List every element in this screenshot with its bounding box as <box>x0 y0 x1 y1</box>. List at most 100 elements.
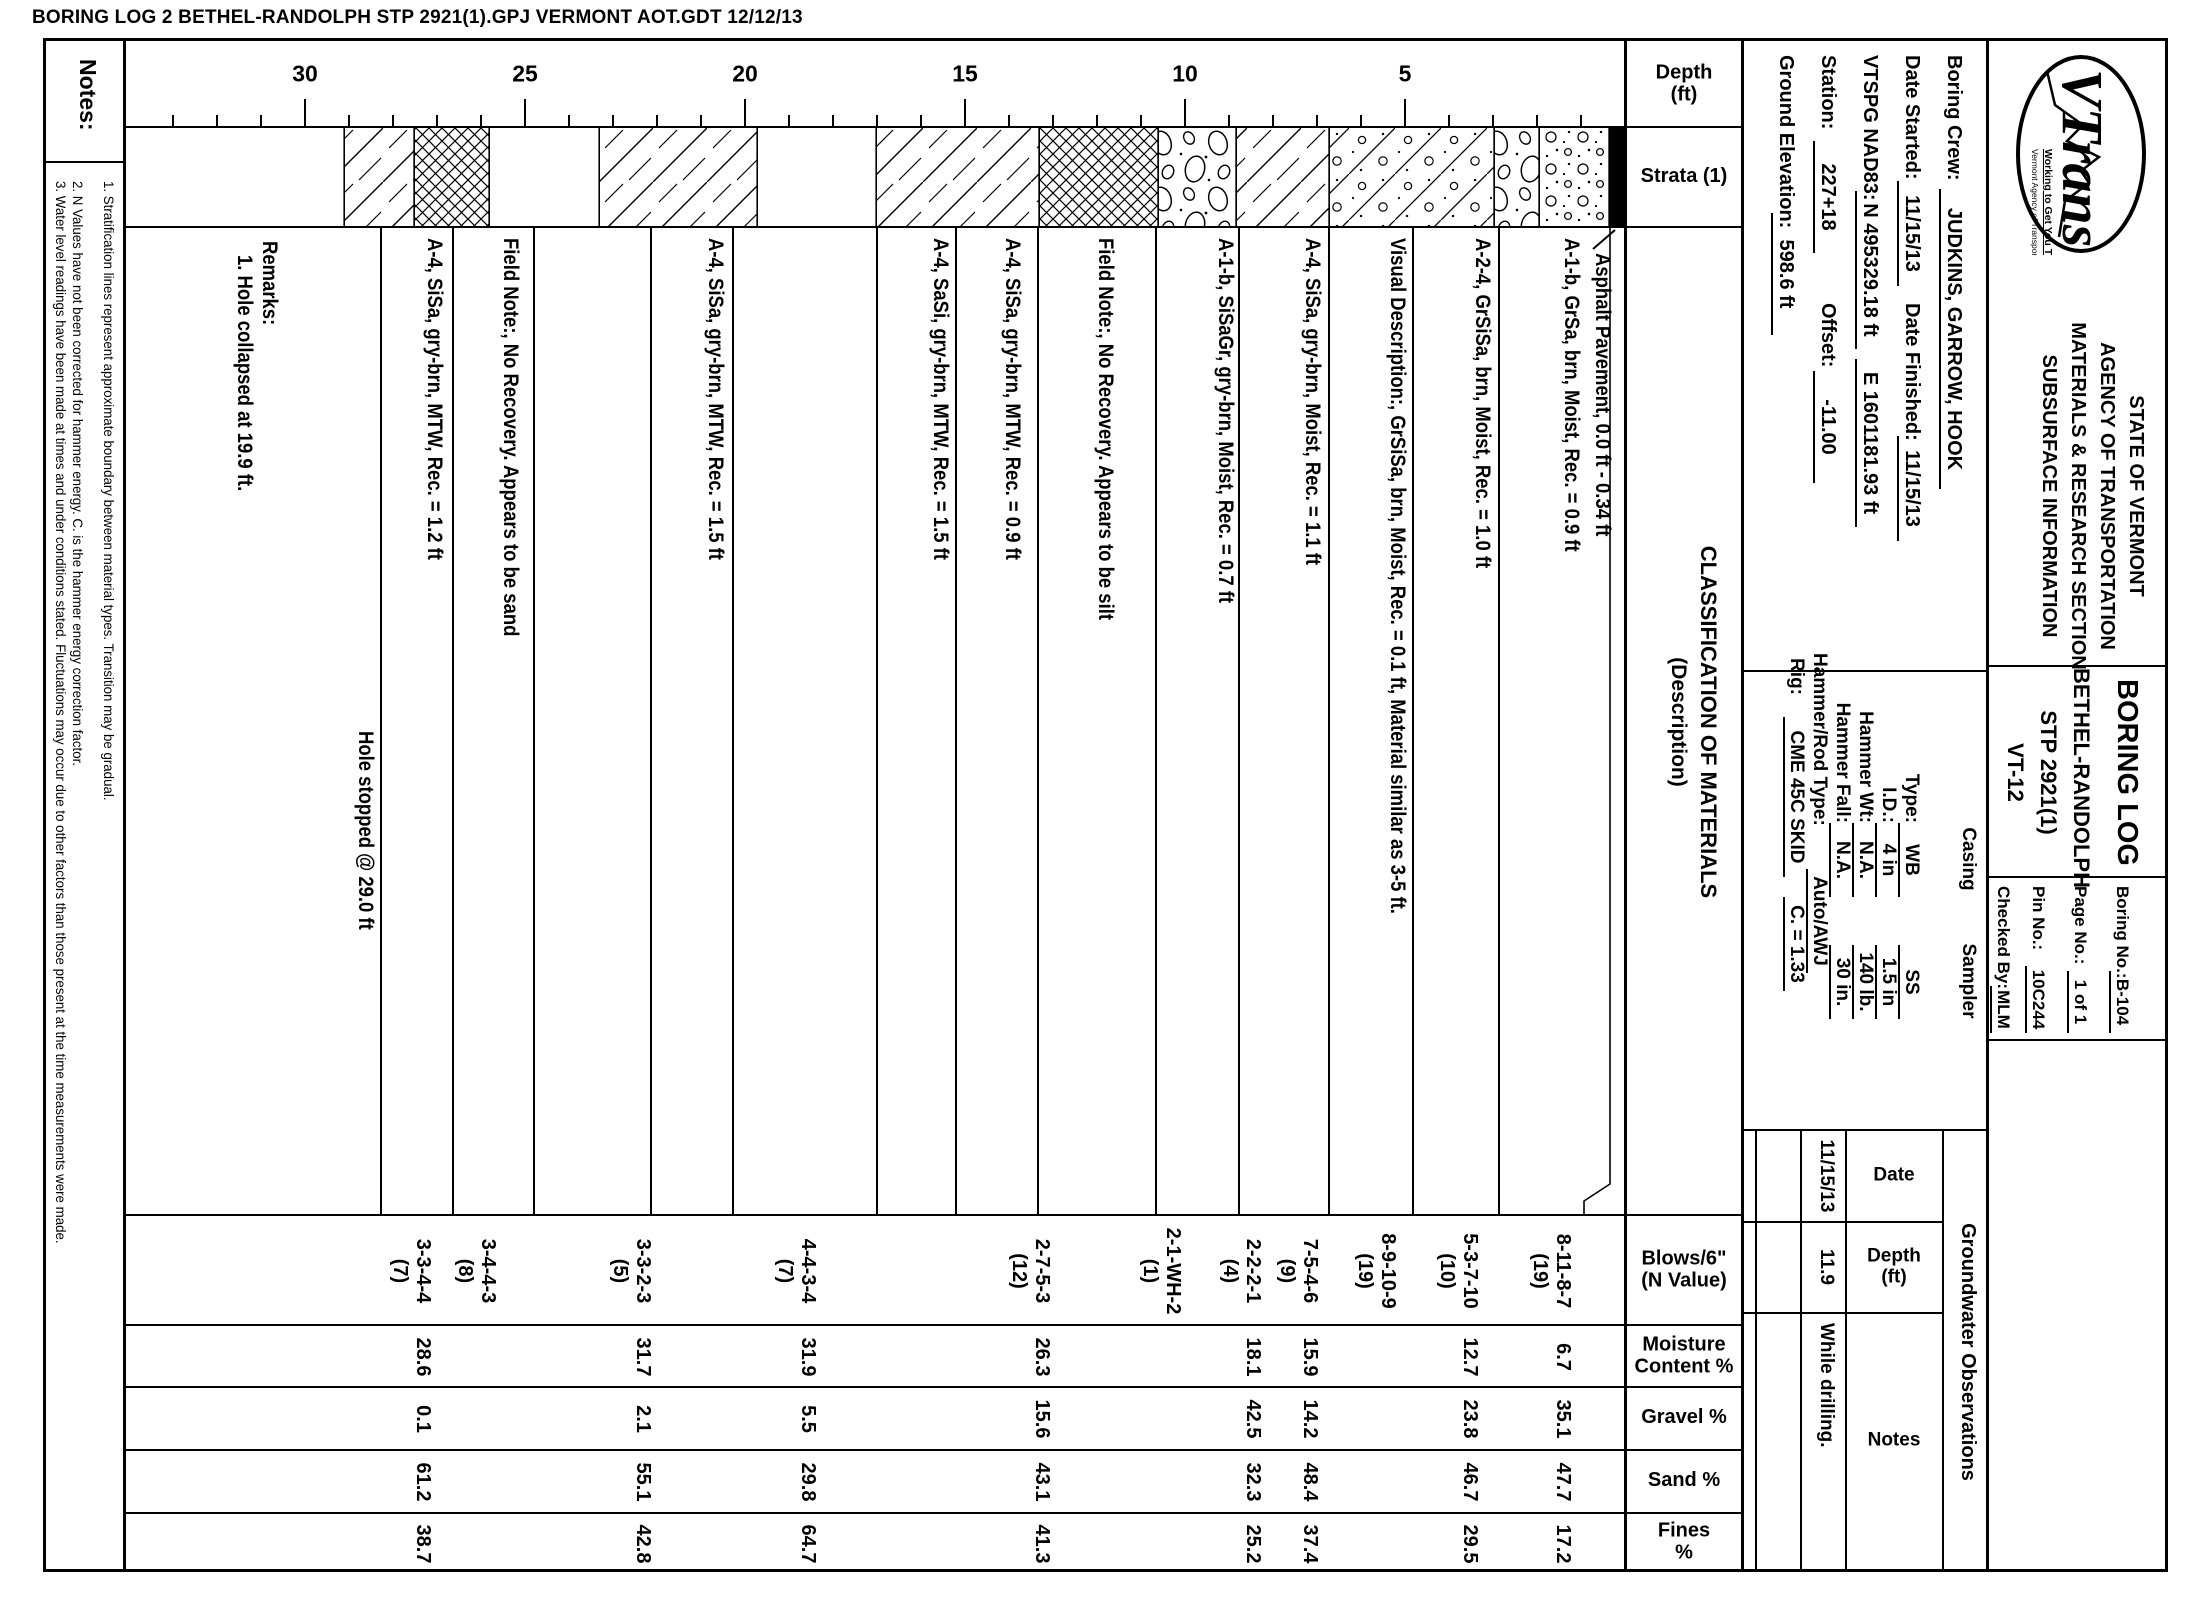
sand-value: 43.1 <box>1031 1462 1053 1502</box>
entry-divider <box>452 228 454 1214</box>
date-started-label: Date Started: <box>1901 55 1923 180</box>
remarks-line: Remarks: <box>258 241 281 326</box>
depth-column-header: Depth (ft) <box>1655 61 1713 105</box>
classification-entry: A-1-b, SiSaGr, gry-brn, Moist, Rec. = 0.… <box>1214 238 1237 604</box>
gw-depth-value: 11.9 <box>1816 1249 1837 1285</box>
classification-entry: A-2-4, GrSiSa, brn, Moist, Rec. = 1.0 ft <box>1471 238 1494 569</box>
equipment-label: Hammer Fall: <box>1832 702 1853 823</box>
depth-tick-minor <box>1360 115 1362 127</box>
strata-boundary <box>1493 128 1495 226</box>
blows-value: 7-5-4-6 (9) <box>1276 1238 1321 1304</box>
strata-boundary <box>1235 128 1237 226</box>
sand-value: 46.7 <box>1459 1462 1481 1502</box>
depth-tick-minor <box>788 115 790 127</box>
strata-segment-silt <box>345 128 415 226</box>
depth-tick-minor <box>832 115 834 127</box>
hammer-rod-label: Hammer/Rod Type: <box>1809 653 1830 826</box>
vtrans-logo: VTrans Working to Get You There Vermont … <box>2016 55 2146 255</box>
easting-value: E 1601181.93 ft <box>1855 359 1881 527</box>
gravel-value: 2.1 <box>632 1405 654 1433</box>
strata-boundary <box>1328 128 1330 226</box>
strata-column <box>343 128 1625 226</box>
moisture-value: 12.7 <box>1459 1337 1481 1377</box>
depth-tick-minor <box>1536 115 1538 127</box>
grid-line <box>124 1214 1742 1216</box>
gravel-value: 5.5 <box>797 1405 819 1433</box>
gravel-value: 0.1 <box>412 1405 434 1433</box>
grid-line <box>124 1324 1742 1326</box>
blows-value: 2-2-2-1 (4) <box>1219 1238 1264 1304</box>
depth-tick-major <box>744 99 746 127</box>
blows-value: 2-1-WH-2 (1) <box>1139 1227 1184 1315</box>
gravel-column-header: Gravel % <box>1641 1406 1727 1429</box>
depth-tick-minor <box>260 115 262 127</box>
grid-line <box>1986 41 1989 1569</box>
depth-label: 25 <box>512 60 538 87</box>
equipment-label: Type: <box>1901 773 1922 823</box>
boring-crew-value: JUDKINS, GARROW, HOOK <box>1939 189 1965 489</box>
depth-tick-minor <box>1316 115 1318 127</box>
boring-label: VT-12 <box>2003 743 2028 802</box>
depth-tick-major <box>304 99 306 127</box>
grid-line <box>124 1449 1742 1451</box>
entry-divider <box>1037 228 1039 1214</box>
sand-column-header: Sand % <box>1647 1469 1721 1492</box>
note-item: 2. N Values have not been corrected for … <box>70 181 86 766</box>
entry-divider <box>1498 228 1500 1214</box>
sampler-header: Sampler <box>1958 943 1979 1019</box>
fines-value: 37.4 <box>1299 1524 1321 1564</box>
classification-subheader: (Description) <box>1667 657 1690 787</box>
strata-segment-silt <box>877 128 1040 226</box>
depth-label: 15 <box>952 60 978 87</box>
blows-value: 3-4-4-3 (8) <box>454 1238 499 1304</box>
classification-entry: Field Note:, No Recovery. Appears to be … <box>499 238 522 637</box>
fines-value: 25.2 <box>1242 1524 1264 1564</box>
grid-line <box>1942 1131 1944 1569</box>
blows-value: 8-11-8-7 (19) <box>1529 1233 1574 1309</box>
boring-log-form: VTrans Working to Get You There Vermont … <box>43 38 2168 1572</box>
strata-boundary <box>1157 128 1159 226</box>
depth-tick-minor <box>348 115 350 127</box>
ground-elevation-value: 598.6 ft <box>1771 213 1797 335</box>
fines-value: 41.3 <box>1031 1524 1053 1564</box>
page-no-label: Page No.: <box>2071 886 2090 965</box>
strata-boundary <box>1038 128 1040 226</box>
depth-tick-major <box>964 99 966 127</box>
classification-entry: Field Note:, No Recovery. Appears to be … <box>1094 238 1117 621</box>
classification-entry: A-1-b, GrSa, brn, Moist, Rec. = 0.9 ft <box>1560 238 1583 552</box>
depth-label: 5 <box>1398 60 1412 87</box>
equipment-sampler-value: 30 in. <box>1829 945 1853 1019</box>
date-finished-label: Date Finished: <box>1901 303 1923 441</box>
depth-tick-minor <box>1580 115 1582 127</box>
strata-column-header: Strata (1) <box>1640 165 1728 188</box>
sand-value: 55.1 <box>632 1462 654 1502</box>
boring-no-label: Boring No.: <box>2113 886 2132 979</box>
equipment-sampler-value: 1.5 in <box>1875 945 1899 1019</box>
grid-line <box>1987 1039 2165 1041</box>
depth-tick-major <box>1404 99 1406 127</box>
station-value: 227+18 <box>1813 141 1839 253</box>
checked-by-value: MLM <box>1990 986 2013 1033</box>
strata-boundary <box>1608 128 1610 226</box>
depth-tick-minor <box>612 115 614 127</box>
moisture-value: 6.7 <box>1552 1343 1574 1371</box>
entry-divider <box>533 228 535 1214</box>
strata-boundary <box>875 128 877 226</box>
depth-tick-minor <box>700 115 702 127</box>
depth-tick-minor <box>876 115 878 127</box>
depth-tick-minor <box>1492 115 1494 127</box>
entry-divider <box>380 228 382 1214</box>
gravel-value: 14.2 <box>1299 1399 1321 1439</box>
blows-value: 2-7-5-3 (12) <box>1008 1238 1053 1304</box>
ground-elevation-label: Ground Elevation: <box>1775 55 1797 229</box>
gw-date-value: 11/15/13 <box>1816 1139 1837 1213</box>
northing-value: N 495329.18 ft <box>1855 191 1881 349</box>
sand-value: 61.2 <box>412 1462 434 1502</box>
project-name: BETHEL-RANDOLPH <box>2069 668 2094 888</box>
equipment-label: Hammer Wt: <box>1855 711 1876 823</box>
entry-divider <box>876 228 878 1214</box>
blows-value: 3-3-4-4 (7) <box>389 1238 434 1304</box>
blows-value: 4-4-3-4 (7) <box>774 1238 819 1304</box>
hammer-rod-value: Auto/AWJ <box>1806 869 1830 973</box>
